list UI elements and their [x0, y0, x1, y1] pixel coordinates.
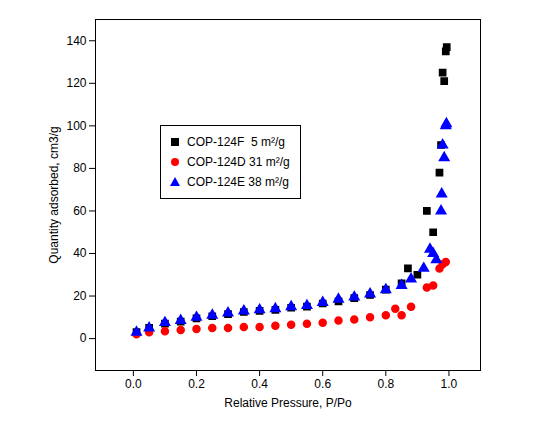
- html-text:COP-124D 31 m²/g: COP-124D 31 m²/g: [187, 155, 290, 169]
- svg-text:0.2: 0.2: [188, 377, 205, 391]
- svg-text:40: 40: [73, 246, 87, 260]
- svg-text:120: 120: [66, 76, 86, 90]
- svg-text:0: 0: [80, 331, 87, 345]
- svg-text:Quantity adsorbed, cm3/g: Quantity adsorbed, cm3/g: [47, 126, 61, 263]
- html-text:COP-124E 38 m²/g: COP-124E 38 m²/g: [187, 175, 289, 189]
- svg-text:0.8: 0.8: [377, 377, 394, 391]
- svg-text:0.6: 0.6: [314, 377, 331, 391]
- html-text:COP-124F 5 m²/g: COP-124F 5 m²/g: [187, 135, 285, 149]
- svg-text:80: 80: [73, 161, 87, 175]
- svg-text:140: 140: [66, 34, 86, 48]
- svg-text:0.4: 0.4: [251, 377, 268, 391]
- svg-text:60: 60: [73, 204, 87, 218]
- svg-text:20: 20: [73, 289, 87, 303]
- svg-text:Relative Pressure, P/Po: Relative Pressure, P/Po: [224, 396, 352, 410]
- svg-text:1.0: 1.0: [441, 377, 458, 391]
- svg-text:100: 100: [66, 119, 86, 133]
- svg-text:0.0: 0.0: [125, 377, 142, 391]
